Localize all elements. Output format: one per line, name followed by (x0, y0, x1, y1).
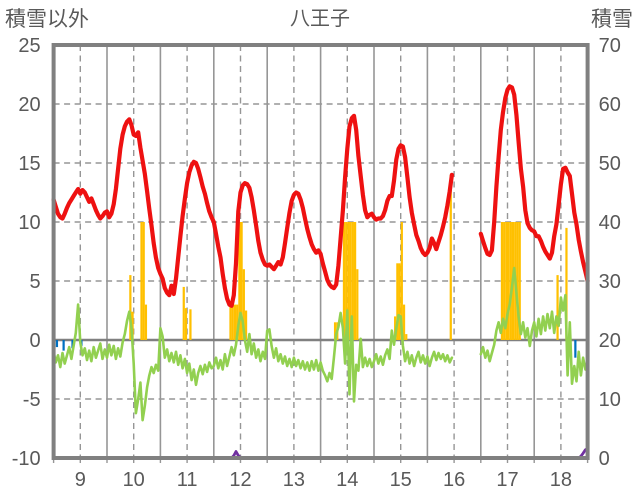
y-left-tick-label: 5 (29, 271, 40, 293)
precipitation-bar (182, 286, 185, 340)
y-left-tick-label: 0 (29, 330, 40, 352)
left-axis-title: 積雪以外 (5, 8, 89, 31)
precipitation-bar (449, 174, 452, 340)
precipitation-bar (240, 222, 243, 340)
precipitation-bar (565, 227, 568, 340)
x-tick-label: 12 (229, 469, 251, 491)
blue-bar (55, 340, 59, 348)
precipitation-bar (184, 308, 188, 340)
precipitation-bar (402, 304, 406, 340)
precipitation-bar (144, 304, 148, 340)
precipitation-bar (233, 304, 237, 340)
red-temperature-line (51, 84, 590, 308)
precipitation-bar (242, 269, 245, 340)
y-right-tick-label: 10 (599, 389, 621, 411)
precipitation-bar (238, 222, 241, 340)
y-right-tick-label: 30 (599, 271, 621, 293)
precipitation-bar (189, 309, 192, 340)
y-left-tick-label: -10 (12, 448, 41, 470)
precipitation-bar (351, 222, 354, 340)
y-left-tick-label: 10 (18, 212, 40, 234)
precipitation-bar (356, 269, 359, 340)
precipitation-bar (505, 222, 508, 340)
y-right-tick-label: 50 (599, 153, 621, 175)
y-right-tick-label: 20 (599, 330, 621, 352)
precipitation-bar (140, 222, 143, 340)
precipitation-bar (349, 222, 352, 340)
precipitation-bar (396, 263, 399, 340)
blue-bar (62, 340, 65, 351)
precipitation-bar (398, 263, 401, 340)
x-tick-label: 13 (283, 469, 305, 491)
x-tick-label: 10 (123, 469, 145, 491)
x-tick-label: 16 (443, 469, 465, 491)
y-right-tick-label: 40 (599, 212, 621, 234)
precipitation-bar (507, 222, 510, 340)
precipitation-bar (244, 310, 248, 340)
x-tick-label: 15 (390, 469, 412, 491)
x-tick-label: 11 (177, 469, 198, 491)
precipitation-bar (342, 222, 346, 340)
x-tick-label: 9 (75, 469, 86, 491)
precipitation-bar (509, 222, 512, 340)
precipitation-bar (400, 222, 403, 340)
precipitation-bar (518, 222, 521, 340)
precipitation-bar (353, 222, 357, 340)
y-left-tick-label: 15 (18, 153, 40, 175)
precipitation-bar (347, 222, 350, 340)
precipitation-bar (129, 275, 132, 340)
precipitation-bar (556, 275, 559, 340)
precipitation-bar (142, 222, 145, 340)
x-tick-label: 17 (496, 469, 518, 491)
precipitation-bar (503, 222, 506, 340)
blue-bar (71, 340, 74, 349)
y-left-tick-label: -5 (23, 389, 41, 411)
chart-title: 八王子 (290, 8, 350, 30)
precipitation-bar (236, 304, 239, 340)
precipitation-bar (516, 222, 519, 340)
precipitation-bar (231, 304, 234, 340)
precipitation-bar (345, 222, 348, 340)
precipitation-bar (405, 334, 408, 340)
precipitation-bar (229, 304, 232, 340)
x-tick-label: 18 (550, 469, 572, 491)
green-line (52, 266, 589, 422)
precipitation-bar (500, 222, 504, 340)
plot-border (51, 43, 590, 460)
right-axis-title: 積雪 (591, 8, 633, 31)
y-left-tick-label: 20 (18, 94, 40, 116)
x-tick-label: 14 (336, 469, 358, 491)
blue-bar (574, 340, 577, 358)
y-left-tick-label: 25 (18, 35, 40, 57)
y-right-tick-label: 60 (599, 94, 621, 116)
precipitation-bar (333, 322, 337, 340)
y-right-tick-label: 70 (599, 35, 621, 57)
y-right-tick-label: 0 (599, 448, 610, 470)
precipitation-bar (131, 311, 134, 340)
